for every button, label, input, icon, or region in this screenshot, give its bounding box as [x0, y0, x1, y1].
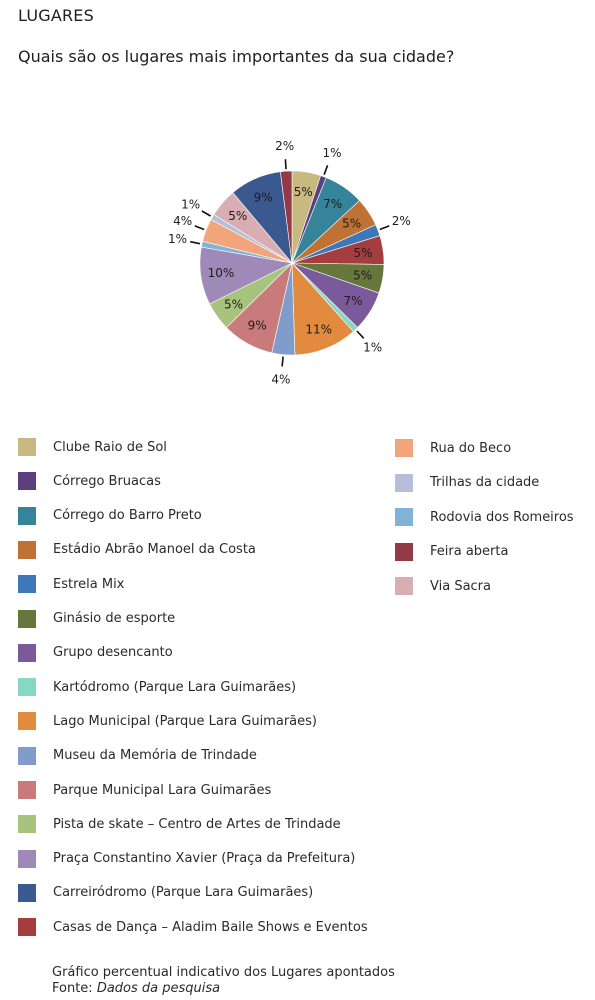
legend-item: Córrego Bruacas: [18, 471, 161, 491]
slice-label: 7%: [323, 197, 342, 211]
legend-label: Museu da Memória de Trindade: [53, 748, 257, 763]
legend-swatch: [18, 644, 36, 662]
label-leader-line: [324, 165, 328, 174]
label-leader-line: [195, 226, 204, 230]
legend-item: Parque Municipal Lara Guimarães: [18, 780, 271, 800]
label-leader-line: [202, 211, 211, 216]
label-leader-line: [285, 159, 286, 169]
legend-label: Praça Constantino Xavier (Praça da Prefe…: [53, 851, 355, 866]
slice-label: 1%: [168, 232, 187, 246]
legend-item: Córrego do Barro Preto: [18, 506, 202, 526]
legend-item: Via Sacra: [395, 576, 491, 596]
legend-label: Grupo desencanto: [53, 645, 173, 660]
legend-swatch: [18, 541, 36, 559]
label-leader-line: [380, 226, 389, 230]
legend-swatch: [18, 610, 36, 628]
legend-item: Praça Constantino Xavier (Praça da Prefe…: [18, 849, 355, 869]
slice-label: 1%: [322, 146, 341, 160]
slice-label: 2%: [275, 139, 294, 153]
legend-label: Trilhas da cidade: [430, 475, 539, 490]
legend-item: Clube Raio de Sol: [18, 437, 167, 457]
slice-label: 5%: [228, 209, 247, 223]
pie-chart: 5%1%7%5% 2%5%5%7%1%11%4%9%5%10%1%4%1%5%9%…: [0, 0, 595, 420]
legend-swatch: [18, 781, 36, 799]
caption-text: Gráfico percentual indicativo dos Lugare…: [52, 965, 395, 981]
legend-label: Ginásio de esporte: [53, 611, 175, 626]
slice-label: 5%: [353, 269, 372, 283]
legend-swatch: [18, 575, 36, 593]
legend-swatch: [395, 577, 413, 595]
legend-item: Estádio Abrão Manoel da Costa: [18, 540, 256, 560]
legend-item: Estrela Mix: [18, 574, 124, 594]
slice-label: 2%: [392, 214, 411, 228]
legend-item: Kartódromo (Parque Lara Guimarães): [18, 677, 296, 697]
legend-swatch: [18, 678, 36, 696]
source-name: Dados da pesquisa: [97, 981, 220, 996]
legend-swatch: [18, 747, 36, 765]
legend-swatch: [18, 884, 36, 902]
legend-label: Estádio Abrão Manoel da Costa: [53, 542, 256, 557]
legend-item: Ginásio de esporte: [18, 609, 175, 629]
legend-swatch: [395, 543, 413, 561]
legend-item: Rua do Beco: [395, 438, 511, 458]
legend-item: Museu da Memória de Trindade: [18, 746, 257, 766]
slice-label: 1%: [181, 198, 200, 212]
legend-item: Feira aberta: [395, 542, 508, 562]
legend-swatch: [18, 507, 36, 525]
slice-label: 10%: [208, 266, 235, 280]
legend-label: Casas de Dança – Aladim Baile Shows e Ev…: [53, 920, 368, 935]
slice-label: 7%: [343, 294, 362, 308]
label-leader-line: [190, 242, 200, 244]
legend-label: Córrego Bruacas: [53, 474, 161, 489]
legend-label: Kartódromo (Parque Lara Guimarães): [53, 680, 296, 695]
slice-label: 11%: [305, 323, 332, 337]
legend-swatch: [395, 508, 413, 526]
caption-source: Fonte: Dados da pesquisa: [52, 981, 395, 997]
legend-swatch: [18, 815, 36, 833]
legend-item: Pista de skate – Centro de Artes de Trin…: [18, 814, 341, 834]
slice-label: 9%: [254, 190, 273, 204]
slice-label: 5%: [353, 246, 372, 260]
slice-label: 9%: [248, 319, 267, 333]
legend-label: Carreiródromo (Parque Lara Guimarães): [53, 885, 313, 900]
legend-swatch: [18, 472, 36, 490]
legend-label: Via Sacra: [430, 579, 491, 594]
legend-label: Córrego do Barro Preto: [53, 508, 202, 523]
slice-label: 1%: [363, 341, 382, 355]
legend-item: Lago Municipal (Parque Lara Guimarães): [18, 711, 317, 731]
chart-caption: Gráfico percentual indicativo dos Lugare…: [52, 965, 395, 997]
legend-label: Rua do Beco: [430, 441, 511, 456]
slice-label: 5%: [342, 216, 361, 230]
legend-swatch: [395, 439, 413, 457]
legend-swatch: [18, 712, 36, 730]
legend-swatch: [18, 850, 36, 868]
slice-label: 4%: [271, 373, 290, 387]
slice-label: 5%: [294, 185, 313, 199]
legend-item: Grupo desencanto: [18, 643, 173, 663]
legend-label: Rodovia dos Romeiros: [430, 510, 574, 525]
legend-swatch: [18, 918, 36, 936]
legend-label: Feira aberta: [430, 544, 508, 559]
legend-item: Trilhas da cidade: [395, 473, 539, 493]
slice-label: 4%: [173, 214, 192, 228]
legend-item: Carreiródromo (Parque Lara Guimarães): [18, 883, 313, 903]
label-leader-line: [357, 331, 364, 338]
legend-label: Pista de skate – Centro de Artes de Trin…: [53, 817, 341, 832]
legend-label: Estrela Mix: [53, 577, 124, 592]
legend-label: Parque Municipal Lara Guimarães: [53, 783, 271, 798]
legend-label: Clube Raio de Sol: [53, 440, 167, 455]
legend-swatch: [395, 474, 413, 492]
slice-label: 5%: [224, 298, 243, 312]
legend-item: Casas de Dança – Aladim Baile Shows e Ev…: [18, 917, 368, 937]
label-leader-line: [282, 357, 283, 367]
legend-label: Lago Municipal (Parque Lara Guimarães): [53, 714, 317, 729]
legend-swatch: [18, 438, 36, 456]
source-prefix: Fonte:: [52, 981, 97, 996]
legend-item: Rodovia dos Romeiros: [395, 507, 574, 527]
